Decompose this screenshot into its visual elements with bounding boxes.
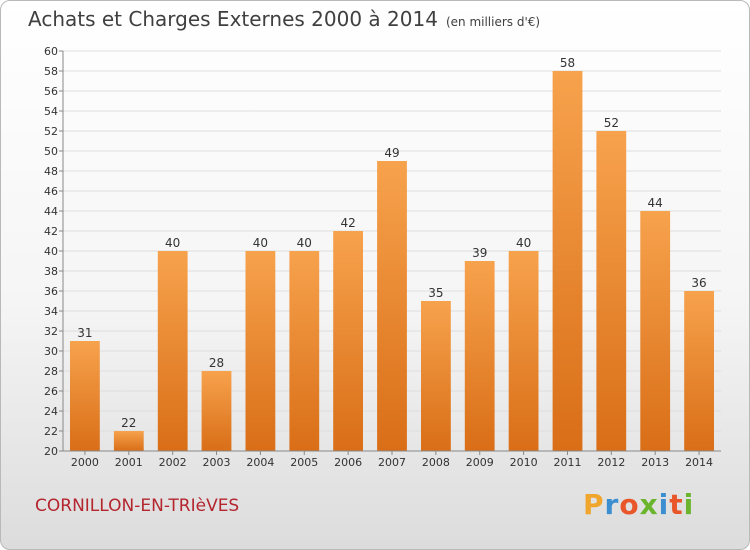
- y-tick-label: 56: [44, 85, 58, 98]
- y-tick-label: 58: [44, 65, 58, 78]
- axes: [59, 50, 721, 455]
- bar-2005: [289, 251, 320, 451]
- y-tick-label: 22: [44, 425, 58, 438]
- x-tick-label: 2000: [71, 456, 99, 469]
- bar-2003: [201, 371, 232, 451]
- x-tick-label: 2008: [422, 456, 450, 469]
- y-tick-label: 40: [44, 245, 58, 258]
- logo-letter: r: [604, 488, 620, 521]
- x-tick-label: 2014: [685, 456, 713, 469]
- data-label: 58: [560, 56, 575, 70]
- bar-2010: [508, 251, 539, 451]
- logo-letter: o: [619, 488, 640, 521]
- y-tick-label: 28: [44, 365, 58, 378]
- y-tick-label: 42: [44, 225, 58, 238]
- y-tick-label: 48: [44, 165, 58, 178]
- data-label: 39: [472, 246, 487, 260]
- y-tick-label: 34: [44, 305, 58, 318]
- logo-letter: t: [669, 488, 684, 521]
- proxiti-logo: Proxiti: [583, 488, 694, 521]
- title-text: Achats et Charges Externes 2000 à 2014: [28, 7, 438, 31]
- x-tick-label: 2013: [641, 456, 669, 469]
- data-label: 40: [297, 236, 312, 250]
- data-label: 52: [604, 116, 619, 130]
- labels: 20 22 24 26 28 30 32 34 36 38 40 42 44 46 48 50 52 54 56 58…: [44, 45, 713, 469]
- location-name: CORNILLON-EN-TRIèVES: [35, 496, 240, 516]
- y-tick-label: 44: [44, 205, 58, 218]
- bars: [70, 71, 714, 451]
- x-tick-label: 2004: [246, 456, 274, 469]
- x-tick-label: 2011: [553, 456, 581, 469]
- data-label: 40: [516, 236, 531, 250]
- x-tick-label: 2012: [597, 456, 625, 469]
- y-tick-label: 46: [44, 185, 58, 198]
- unit-note: (en milliers d'€): [445, 15, 541, 29]
- bar-2002: [157, 251, 188, 451]
- y-tick-label: 24: [44, 405, 58, 418]
- y-tick-label: 38: [44, 265, 58, 278]
- data-label: 42: [340, 216, 355, 230]
- bar-2007: [377, 161, 407, 451]
- x-tick-label: 2002: [159, 456, 187, 469]
- y-tick-label: 32: [44, 325, 58, 338]
- bar-2014: [684, 291, 714, 451]
- y-tick-label: 36: [44, 285, 58, 298]
- y-tick-label: 26: [44, 385, 58, 398]
- bar-2009: [464, 261, 495, 451]
- bar-2008: [421, 301, 451, 451]
- bar-2013: [640, 211, 671, 451]
- data-label: 44: [648, 196, 663, 210]
- data-label: 40: [253, 236, 268, 250]
- y-tick-label: 52: [44, 125, 58, 138]
- bar-2011: [552, 71, 583, 451]
- y-tick-label: 60: [44, 45, 58, 58]
- logo-letter: x: [639, 488, 659, 521]
- data-label: 40: [165, 236, 180, 250]
- bar-2001: [113, 431, 144, 451]
- bar-2012: [596, 131, 627, 451]
- y-tick-label: 20: [44, 445, 58, 458]
- data-label: 31: [77, 326, 92, 340]
- logo-letter: i: [658, 488, 670, 521]
- y-tick-label: 30: [44, 345, 58, 358]
- data-label: 28: [209, 356, 224, 370]
- data-label: 22: [121, 416, 136, 430]
- data-label: 49: [384, 146, 399, 160]
- bar-2004: [245, 251, 276, 451]
- data-label: 36: [691, 276, 706, 290]
- bar-2000: [70, 341, 100, 451]
- data-label: 35: [428, 286, 443, 300]
- y-tick-label: 50: [44, 145, 58, 158]
- logo-letter: i: [683, 488, 695, 521]
- x-tick-label: 2005: [290, 456, 318, 469]
- bar-2006: [333, 231, 363, 451]
- x-tick-label: 2003: [203, 456, 231, 469]
- chart-title: Achats et Charges Externes 2000 à 2014 (e…: [28, 7, 540, 31]
- x-tick-label: 2009: [466, 456, 494, 469]
- x-tick-label: 2010: [510, 456, 538, 469]
- x-tick-label: 2001: [115, 456, 143, 469]
- y-tick-label: 54: [44, 105, 58, 118]
- x-tick-label: 2007: [378, 456, 406, 469]
- x-tick-label: 2006: [334, 456, 362, 469]
- logo-letter: P: [583, 488, 605, 521]
